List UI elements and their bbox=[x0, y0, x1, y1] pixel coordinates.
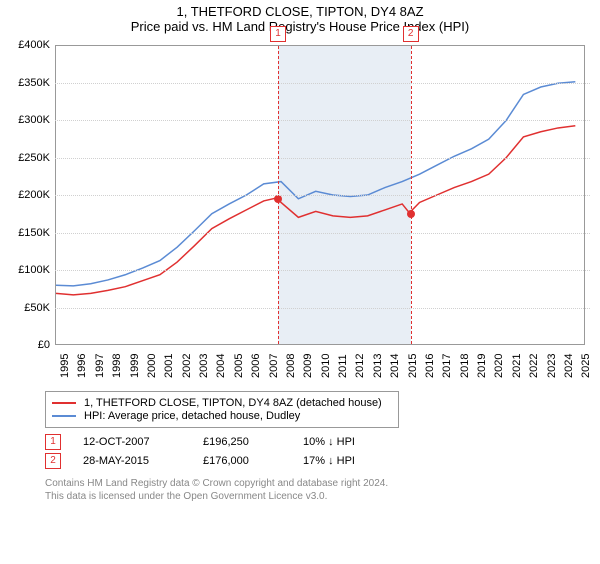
x-tick-label: 2018 bbox=[459, 354, 471, 378]
y-gridline bbox=[55, 195, 590, 196]
y-tick-label: £250K bbox=[10, 152, 50, 164]
x-tick-label: 1998 bbox=[111, 354, 123, 378]
footer-line-1: Contains HM Land Registry data © Crown c… bbox=[45, 477, 600, 490]
y-gridline bbox=[55, 120, 590, 121]
x-tick-label: 2007 bbox=[268, 354, 280, 378]
y-gridline bbox=[55, 233, 590, 234]
chart-title: 1, THETFORD CLOSE, TIPTON, DY4 8AZ bbox=[0, 4, 600, 19]
sale-price: £196,250 bbox=[203, 436, 303, 448]
x-tick-label: 2004 bbox=[215, 354, 227, 378]
sale-marker-label: 2 bbox=[403, 26, 419, 42]
y-tick-label: £300K bbox=[10, 114, 50, 126]
chart-subtitle: Price paid vs. HM Land Registry's House … bbox=[0, 19, 600, 34]
legend: 1, THETFORD CLOSE, TIPTON, DY4 8AZ (deta… bbox=[45, 391, 399, 428]
sale-dot bbox=[407, 210, 415, 218]
x-tick-label: 2017 bbox=[441, 354, 453, 378]
sale-dot bbox=[274, 195, 282, 203]
sales-row: 2 28-MAY-2015£176,00017% ↓ HPI bbox=[45, 453, 600, 469]
legend-swatch bbox=[52, 402, 76, 404]
y-tick-label: £50K bbox=[10, 302, 50, 314]
chart-area: 12 £0£50K£100K£150K£200K£250K£300K£350K£… bbox=[10, 40, 590, 385]
x-tick-label: 2008 bbox=[285, 354, 297, 378]
sale-diff: 17% ↓ HPI bbox=[303, 455, 413, 467]
sale-index-box: 1 bbox=[45, 434, 61, 450]
sales-row: 1 12-OCT-2007£196,25010% ↓ HPI bbox=[45, 434, 600, 450]
sale-index-box: 2 bbox=[45, 453, 61, 469]
y-tick-label: £150K bbox=[10, 227, 50, 239]
legend-row: 1, THETFORD CLOSE, TIPTON, DY4 8AZ (deta… bbox=[52, 397, 392, 409]
y-tick-label: £200K bbox=[10, 189, 50, 201]
y-gridline bbox=[55, 83, 590, 84]
y-gridline bbox=[55, 270, 590, 271]
x-tick-label: 2022 bbox=[528, 354, 540, 378]
x-tick-label: 2015 bbox=[407, 354, 419, 378]
sale-diff: 10% ↓ HPI bbox=[303, 436, 413, 448]
x-tick-label: 2013 bbox=[372, 354, 384, 378]
x-tick-label: 2005 bbox=[233, 354, 245, 378]
sales-table: 1 12-OCT-2007£196,25010% ↓ HPI 2 28-MAY-201… bbox=[45, 434, 600, 469]
x-tick-label: 2025 bbox=[580, 354, 592, 378]
sale-date: 28-MAY-2015 bbox=[83, 455, 203, 467]
x-tick-label: 2010 bbox=[320, 354, 332, 378]
x-tick-label: 1996 bbox=[76, 354, 88, 378]
x-tick-label: 2012 bbox=[354, 354, 366, 378]
footer-line-2: This data is licensed under the Open Gov… bbox=[45, 490, 600, 503]
x-tick-label: 2009 bbox=[302, 354, 314, 378]
x-tick-label: 2020 bbox=[493, 354, 505, 378]
sale-price: £176,000 bbox=[203, 455, 303, 467]
legend-label: 1, THETFORD CLOSE, TIPTON, DY4 8AZ (deta… bbox=[84, 397, 382, 409]
x-tick-label: 2024 bbox=[563, 354, 575, 378]
x-tick-label: 2021 bbox=[511, 354, 523, 378]
legend-label: HPI: Average price, detached house, Dudl… bbox=[84, 410, 300, 422]
x-tick-label: 2003 bbox=[198, 354, 210, 378]
series-line bbox=[56, 82, 575, 286]
x-tick-label: 2006 bbox=[250, 354, 262, 378]
x-tick-label: 2001 bbox=[163, 354, 175, 378]
x-tick-label: 1997 bbox=[94, 354, 106, 378]
footer-attribution: Contains HM Land Registry data © Crown c… bbox=[45, 477, 600, 503]
y-gridline bbox=[55, 158, 590, 159]
y-tick-label: £350K bbox=[10, 77, 50, 89]
sale-marker-label: 1 bbox=[270, 26, 286, 42]
x-tick-label: 2023 bbox=[546, 354, 558, 378]
y-gridline bbox=[55, 308, 590, 309]
x-tick-label: 2011 bbox=[337, 354, 349, 378]
x-tick-label: 2019 bbox=[476, 354, 488, 378]
y-tick-label: £0 bbox=[10, 339, 50, 351]
x-tick-label: 2016 bbox=[424, 354, 436, 378]
legend-swatch bbox=[52, 415, 76, 417]
x-tick-label: 1999 bbox=[129, 354, 141, 378]
y-tick-label: £100K bbox=[10, 264, 50, 276]
x-tick-label: 2002 bbox=[181, 354, 193, 378]
y-tick-label: £400K bbox=[10, 39, 50, 51]
x-tick-label: 2014 bbox=[389, 354, 401, 378]
sale-date: 12-OCT-2007 bbox=[83, 436, 203, 448]
legend-row: HPI: Average price, detached house, Dudl… bbox=[52, 410, 392, 422]
x-tick-label: 2000 bbox=[146, 354, 158, 378]
x-tick-label: 1995 bbox=[59, 354, 71, 378]
